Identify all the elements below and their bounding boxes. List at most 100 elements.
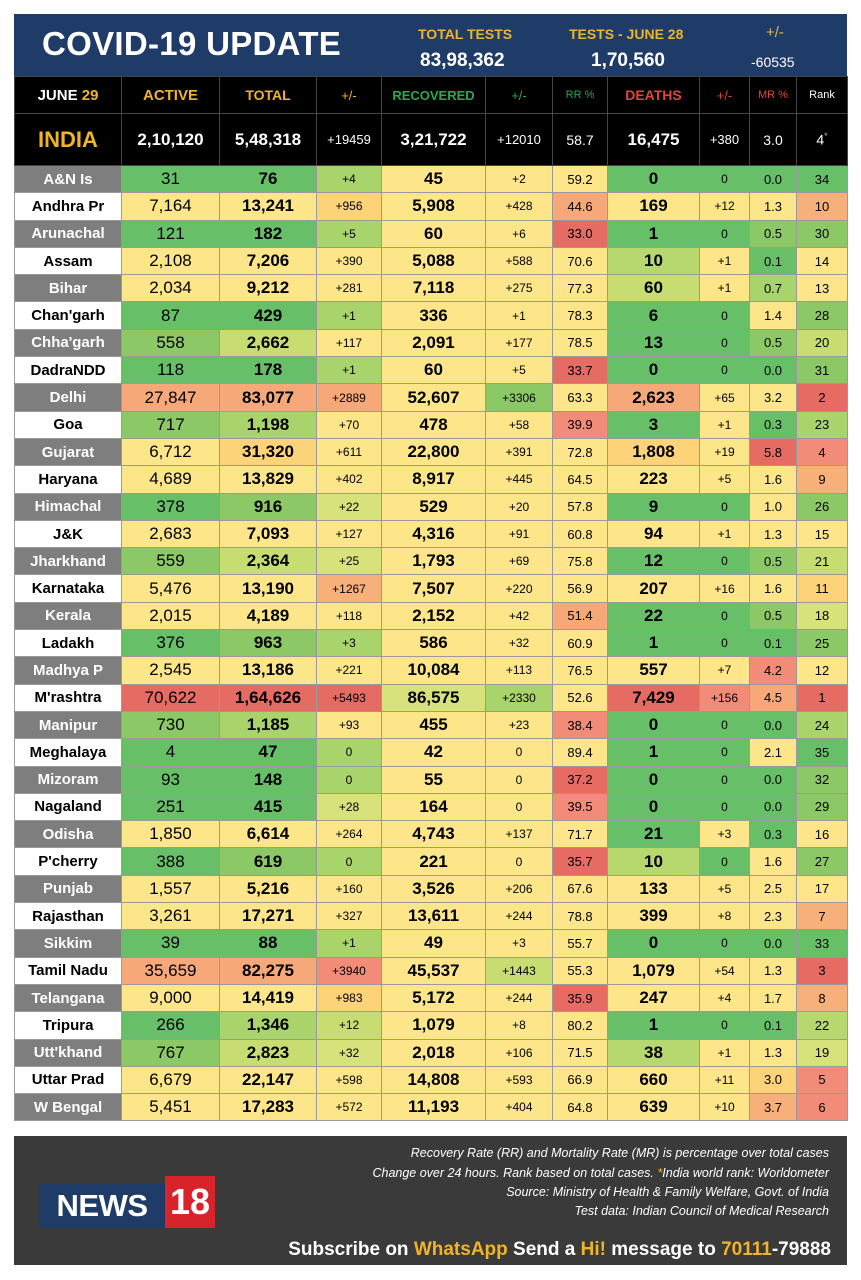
state-deaths: 21 xyxy=(607,820,700,849)
india-recovered: 3,21,722 xyxy=(381,113,486,166)
state-name: M'rashtra xyxy=(14,683,122,712)
state-deaths: 60 xyxy=(607,274,700,303)
state-recovered: 7,118 xyxy=(381,274,486,303)
state-recovered-change: +206 xyxy=(485,874,553,904)
state-active: 3,261 xyxy=(121,902,220,931)
state-rr: 56.9 xyxy=(552,574,608,603)
state-deaths: 6 xyxy=(607,301,700,330)
state-active: 1,557 xyxy=(121,874,220,904)
state-total: 182 xyxy=(219,219,317,248)
tests-change-value: -60535 xyxy=(751,54,795,70)
table-row: Arunachal 121 182 +5 60 +6 33.0 1 0 0.5 30 xyxy=(14,219,848,248)
state-active: 388 xyxy=(121,847,220,876)
state-total-change: +118 xyxy=(316,601,382,631)
state-rank: 1 xyxy=(796,683,848,712)
state-deaths: 0 xyxy=(607,765,700,794)
state-rr: 57.8 xyxy=(552,492,608,521)
table-row: Tripura 266 1,346 +12 1,079 +8 80.2 1 0 0.1 22 xyxy=(14,1011,848,1040)
state-name: Arunachal xyxy=(14,219,122,248)
state-recovered: 529 xyxy=(381,492,486,521)
state-rr: 76.5 xyxy=(552,656,608,685)
state-mr: 1.0 xyxy=(749,492,797,521)
state-recovered: 4,316 xyxy=(381,519,486,549)
state-deaths: 0 xyxy=(607,710,700,740)
state-total: 415 xyxy=(219,792,317,822)
state-deaths-change: +8 xyxy=(699,902,750,931)
india-total-change: +19459 xyxy=(316,113,382,166)
state-rank: 14 xyxy=(796,246,848,276)
state-rr: 72.8 xyxy=(552,437,608,467)
state-deaths-change: +5 xyxy=(699,465,750,494)
state-rr: 71.7 xyxy=(552,820,608,849)
state-active: 27,847 xyxy=(121,383,220,412)
state-recovered: 2,091 xyxy=(381,328,486,358)
state-rr: 38.4 xyxy=(552,710,608,740)
state-rank: 31 xyxy=(796,356,848,385)
state-active: 5,476 xyxy=(121,574,220,603)
state-rank: 3 xyxy=(796,956,848,985)
state-deaths-change: +19 xyxy=(699,437,750,467)
state-total-change: +572 xyxy=(316,1093,382,1122)
state-mr: 0.7 xyxy=(749,274,797,303)
state-total-change: +70 xyxy=(316,410,382,439)
state-name: Meghalaya xyxy=(14,738,122,767)
table-row: Andhra Pr 7,164 13,241 +956 5,908 +428 44.6 169… xyxy=(14,192,848,221)
state-deaths-change: 0 xyxy=(699,356,750,385)
state-deaths-change: +1 xyxy=(699,410,750,439)
state-rank: 21 xyxy=(796,547,848,576)
state-deaths-change: +1 xyxy=(699,246,750,276)
logo-18-text: 18 xyxy=(165,1176,215,1228)
state-total-change: +983 xyxy=(316,983,382,1013)
state-active: 31 xyxy=(121,164,220,194)
state-total-change: +221 xyxy=(316,656,382,685)
state-total: 619 xyxy=(219,847,317,876)
india-total: 5,48,318 xyxy=(219,113,317,166)
state-name: Andhra Pr xyxy=(14,192,122,221)
table-row: A&N Is 31 76 +4 45 +2 59.2 0 0 0.0 34 xyxy=(14,164,848,194)
state-deaths: 1 xyxy=(607,1011,700,1040)
state-total-change: +127 xyxy=(316,519,382,549)
state-mr: 1.6 xyxy=(749,847,797,876)
state-deaths-change: 0 xyxy=(699,738,750,767)
state-total: 22,147 xyxy=(219,1065,317,1095)
state-deaths: 0 xyxy=(607,356,700,385)
state-mr: 0.5 xyxy=(749,601,797,631)
state-deaths: 10 xyxy=(607,246,700,276)
state-deaths: 10 xyxy=(607,847,700,876)
state-recovered-change: +3 xyxy=(485,929,553,958)
state-name: Kerala xyxy=(14,601,122,631)
tests-day-label: TESTS - JUNE 28 xyxy=(569,26,684,42)
state-recovered-change: +404 xyxy=(485,1093,553,1122)
state-recovered-change: +32 xyxy=(485,629,553,658)
state-total-change: 0 xyxy=(316,765,382,794)
state-mr: 0.0 xyxy=(749,356,797,385)
state-deaths: 1 xyxy=(607,629,700,658)
state-recovered: 1,079 xyxy=(381,1011,486,1040)
state-deaths: 639 xyxy=(607,1093,700,1122)
total-tests-label: TOTAL TESTS xyxy=(418,26,513,42)
table-row: Chha'garh 558 2,662 +117 2,091 +177 78.5 13 0 0.5… xyxy=(14,328,848,358)
india-mr: 3.0 xyxy=(749,113,797,166)
table-row: Assam 2,108 7,206 +390 5,088 +588 70.6 10 +1 0.1 1… xyxy=(14,246,848,276)
state-total-change: +4 xyxy=(316,164,382,194)
mr-header: MR % xyxy=(749,76,797,114)
table-row: W Bengal 5,451 17,283 +572 11,193 +404 64.8 639… xyxy=(14,1093,848,1122)
state-mr: 3.7 xyxy=(749,1093,797,1122)
state-rank: 32 xyxy=(796,765,848,794)
state-rank: 10 xyxy=(796,192,848,221)
rr-header: RR % xyxy=(552,76,608,114)
state-recovered-change: +588 xyxy=(485,246,553,276)
state-recovered-change: +6 xyxy=(485,219,553,248)
state-name: Uttar Prad xyxy=(14,1065,122,1095)
state-active: 2,545 xyxy=(121,656,220,685)
state-recovered: 13,611 xyxy=(381,902,486,931)
state-rr: 52.6 xyxy=(552,683,608,712)
covid-update-card: COVID-19 UPDATE TOTAL TESTS 83,98,362 TE… xyxy=(14,14,848,1265)
footer-note-source: Source: Ministry of Health & Family Welf… xyxy=(506,1185,829,1199)
state-deaths: 223 xyxy=(607,465,700,494)
date-header: JUNE 29 xyxy=(14,76,122,114)
state-total: 1,64,626 xyxy=(219,683,317,712)
state-rank: 4 xyxy=(796,437,848,467)
state-recovered-change: +137 xyxy=(485,820,553,849)
state-total-change: +402 xyxy=(316,465,382,494)
